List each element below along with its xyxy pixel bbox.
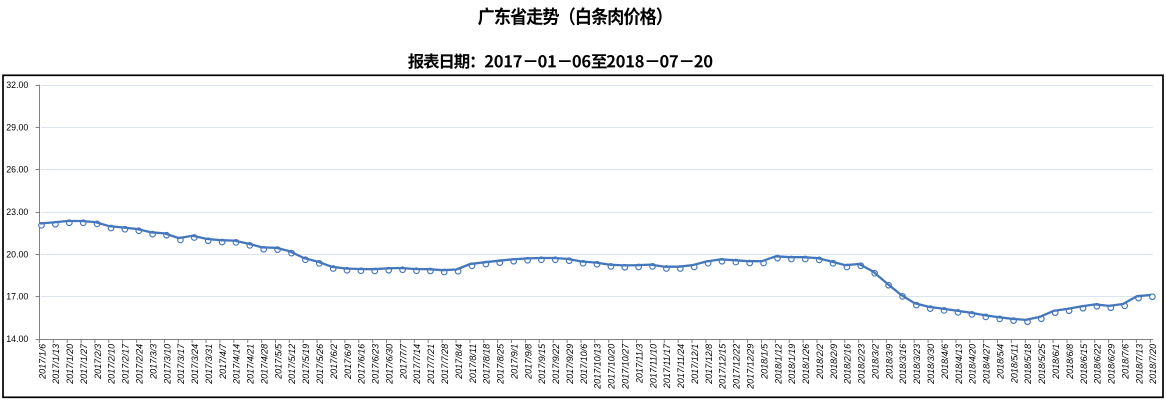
svg-text:2018/6/15: 2018/6/15 xyxy=(1079,343,1089,385)
svg-text:2017/6/30: 2017/6/30 xyxy=(384,344,394,385)
svg-text:17.00: 17.00 xyxy=(6,292,28,302)
svg-text:2017/12/8: 2017/12/8 xyxy=(704,344,714,385)
svg-text:2017/5/5: 2017/5/5 xyxy=(273,343,283,380)
svg-text:2018/3/2: 2018/3/2 xyxy=(871,344,881,380)
svg-text:2017/10/13: 2017/10/13 xyxy=(593,344,603,390)
svg-text:2017/5/19: 2017/5/19 xyxy=(301,344,311,385)
svg-text:2017/12/15: 2017/12/15 xyxy=(718,343,728,390)
svg-text:2017/2/3: 2017/2/3 xyxy=(93,344,103,380)
svg-text:2017/11/24: 2017/11/24 xyxy=(676,344,686,389)
svg-text:2018/1/26: 2018/1/26 xyxy=(801,344,811,385)
svg-text:2017/2/17: 2017/2/17 xyxy=(121,343,131,385)
svg-text:2017/3/31: 2017/3/31 xyxy=(204,344,214,385)
svg-text:2017/5/26: 2017/5/26 xyxy=(315,344,325,385)
svg-text:2017/3/17: 2017/3/17 xyxy=(176,343,186,385)
svg-text:14.00: 14.00 xyxy=(6,334,28,344)
svg-text:2018/7/6: 2018/7/6 xyxy=(1120,344,1130,380)
svg-text:2017/2/24: 2017/2/24 xyxy=(135,344,145,385)
svg-text:2018/2/16: 2018/2/16 xyxy=(843,344,853,385)
svg-text:2017/7/14: 2017/7/14 xyxy=(412,344,422,385)
svg-text:2018/5/18: 2018/5/18 xyxy=(1023,344,1033,385)
svg-text:2017/11/10: 2017/11/10 xyxy=(648,344,658,389)
svg-text:2017/1/6: 2017/1/6 xyxy=(37,344,47,380)
svg-text:2018/2/9: 2018/2/9 xyxy=(829,344,839,380)
svg-text:2017/10/20: 2017/10/20 xyxy=(607,344,617,390)
svg-text:2017/6/9: 2017/6/9 xyxy=(343,344,353,380)
svg-text:26.00: 26.00 xyxy=(6,165,28,175)
svg-text:2017/11/3: 2017/11/3 xyxy=(634,344,644,384)
svg-text:2018/7/20: 2018/7/20 xyxy=(1148,344,1158,385)
svg-text:2017/3/10: 2017/3/10 xyxy=(162,344,172,385)
svg-text:2017/12/22: 2017/12/22 xyxy=(732,344,742,390)
svg-text:2017/7/28: 2017/7/28 xyxy=(440,344,450,385)
svg-text:2018/6/29: 2018/6/29 xyxy=(1107,344,1117,385)
svg-text:2017/11/17: 2017/11/17 xyxy=(662,343,672,389)
svg-text:2017/9/29: 2017/9/29 xyxy=(565,344,575,385)
svg-text:2017/8/4: 2017/8/4 xyxy=(454,344,464,380)
svg-text:2018/1/5: 2018/1/5 xyxy=(759,343,769,380)
svg-text:2018/1/19: 2018/1/19 xyxy=(787,344,797,385)
svg-text:2017/9/15: 2017/9/15 xyxy=(537,343,547,385)
svg-text:2018/3/16: 2018/3/16 xyxy=(898,344,908,385)
svg-text:2018/6/8: 2018/6/8 xyxy=(1065,344,1075,380)
svg-text:2017/9/8: 2017/9/8 xyxy=(523,344,533,380)
svg-text:2017/6/2: 2017/6/2 xyxy=(329,344,339,380)
svg-text:2017/4/7: 2017/4/7 xyxy=(218,343,228,380)
svg-text:2017/6/23: 2017/6/23 xyxy=(371,344,381,385)
svg-text:32.00: 32.00 xyxy=(6,80,28,90)
svg-text:2018/1/12: 2018/1/12 xyxy=(773,344,783,385)
svg-text:2017/9/22: 2017/9/22 xyxy=(551,344,561,385)
svg-text:2018/4/20: 2018/4/20 xyxy=(968,344,978,385)
svg-text:2018/6/1: 2018/6/1 xyxy=(1051,344,1061,380)
svg-text:2017/6/16: 2017/6/16 xyxy=(357,344,367,385)
svg-text:2018/3/30: 2018/3/30 xyxy=(926,344,936,385)
svg-text:2018/5/4: 2018/5/4 xyxy=(995,344,1005,380)
svg-text:2018/4/13: 2018/4/13 xyxy=(954,344,964,385)
svg-text:2018/2/2: 2018/2/2 xyxy=(815,344,825,380)
svg-text:2018/5/11: 2018/5/11 xyxy=(1009,344,1019,384)
svg-text:2018/3/23: 2018/3/23 xyxy=(912,344,922,385)
svg-text:2018/3/9: 2018/3/9 xyxy=(884,344,894,380)
svg-text:2017/1/13: 2017/1/13 xyxy=(51,344,61,385)
svg-text:2017/1/20: 2017/1/20 xyxy=(65,344,75,385)
svg-text:2018/6/22: 2018/6/22 xyxy=(1093,344,1103,385)
svg-text:2017/8/11: 2017/8/11 xyxy=(468,344,478,384)
svg-text:2017/2/10: 2017/2/10 xyxy=(107,344,117,385)
svg-text:20.00: 20.00 xyxy=(6,249,28,259)
svg-text:2017/8/25: 2017/8/25 xyxy=(496,343,506,385)
svg-text:2017/7/21: 2017/7/21 xyxy=(426,344,436,385)
svg-text:2017/8/18: 2017/8/18 xyxy=(482,344,492,385)
svg-text:2017/4/28: 2017/4/28 xyxy=(260,344,270,385)
svg-text:2017/9/1: 2017/9/1 xyxy=(509,344,519,380)
svg-text:2017/3/24: 2017/3/24 xyxy=(190,344,200,385)
svg-text:2017/12/1: 2017/12/1 xyxy=(690,344,700,385)
svg-text:2017/10/27: 2017/10/27 xyxy=(621,343,631,390)
svg-text:2018/7/13: 2018/7/13 xyxy=(1134,344,1144,385)
svg-text:2017/4/14: 2017/4/14 xyxy=(232,344,242,385)
svg-text:2017/3/3: 2017/3/3 xyxy=(148,344,158,380)
svg-text:2018/4/27: 2018/4/27 xyxy=(982,343,992,385)
svg-text:2017/1/27: 2017/1/27 xyxy=(79,343,89,385)
svg-text:2018/4/6: 2018/4/6 xyxy=(940,344,950,380)
svg-text:2018/2/23: 2018/2/23 xyxy=(857,344,867,385)
svg-text:2017/10/6: 2017/10/6 xyxy=(579,344,589,385)
svg-text:2017/7/7: 2017/7/7 xyxy=(398,343,408,380)
svg-text:29.00: 29.00 xyxy=(6,122,28,132)
svg-text:23.00: 23.00 xyxy=(6,207,28,217)
svg-text:2017/4/21: 2017/4/21 xyxy=(246,344,256,385)
svg-text:2017/5/12: 2017/5/12 xyxy=(287,344,297,385)
svg-text:2017/12/29: 2017/12/29 xyxy=(746,344,756,390)
svg-text:2018/5/25: 2018/5/25 xyxy=(1037,343,1047,385)
